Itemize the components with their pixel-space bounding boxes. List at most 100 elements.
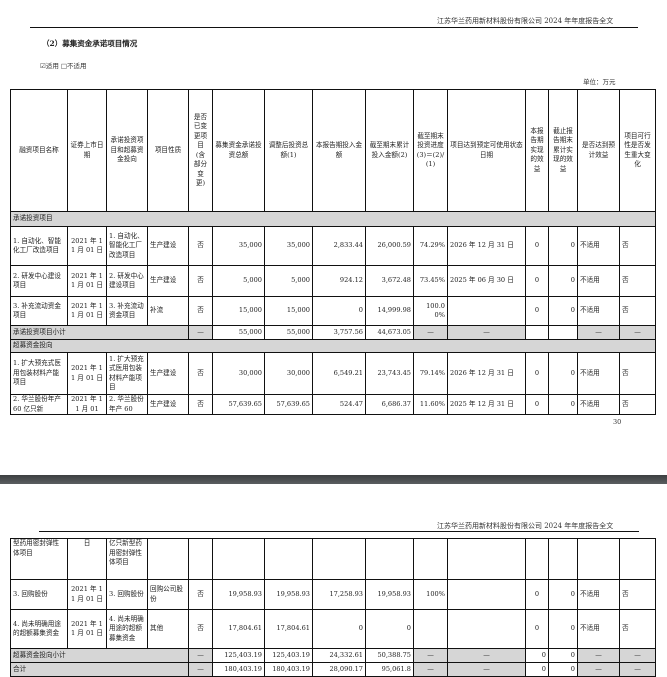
- table-cell: 2021 年 11 月 01 日: [67, 265, 107, 297]
- table-cell: [577, 538, 620, 580]
- table-cell: 2021 年 11 月 01 日: [67, 579, 107, 610]
- subtotal-row: 合计 —180,403.19 180,403.19 28,090.17 95,061.8…: [10, 662, 656, 677]
- section-row: 承诺投资项目: [10, 211, 656, 227]
- table-cell: 否: [188, 609, 213, 649]
- table-cell: 50,388.75: [365, 648, 414, 663]
- not-applicable-unchecked: □不适用: [60, 62, 87, 70]
- subtotal-row: 超募资金投向小计 —125,403.19 125,403.19 24,332.61 50…: [10, 648, 656, 663]
- table-cell: 55,000: [264, 325, 313, 340]
- table-cell: 0: [365, 609, 414, 649]
- table-cell: 1. 自动化、智能化工厂改造项目: [10, 226, 68, 266]
- table-cell: 0: [548, 296, 578, 326]
- table-cell: 23,743.45: [365, 352, 414, 395]
- table-cell: 2. 研发中心建设项目: [106, 265, 148, 297]
- table-cell: 28,090.17: [312, 662, 366, 677]
- table-cell: 6,549.21: [312, 352, 366, 395]
- table-cell: 2021 年 11 月 01: [67, 394, 107, 415]
- section-title: （2）募集资金承诺项目情况: [42, 39, 138, 48]
- table-cell: 5,000: [212, 265, 265, 297]
- column-header: 本报告期投入金额: [312, 89, 366, 212]
- table-cell: —: [188, 648, 213, 663]
- table-cell: —: [413, 325, 448, 340]
- table-cell: 补流: [147, 296, 189, 326]
- table-cell: 否: [619, 394, 656, 415]
- page-header-2: 江苏华兰药用新材料股份有限公司 2024 年年度报告全文: [437, 522, 614, 530]
- table-cell: —: [619, 662, 656, 677]
- column-header: 截至期末投资进度(3)＝(2)/(1): [413, 89, 448, 212]
- table-cell: 73.45%: [413, 265, 448, 297]
- table-cell: 2026 年 12 月 31 日: [447, 226, 526, 266]
- table-cell: 3,757.56: [312, 325, 366, 340]
- table-cell: 2021 年 11 月 01 日: [67, 609, 107, 649]
- table-cell: —: [619, 325, 656, 340]
- table-cell: [525, 538, 549, 580]
- table-cell: —: [413, 662, 448, 677]
- table-cell: 4. 尚未明确用途的超额募集资金: [106, 609, 148, 649]
- page-header: 江苏华兰药用新材料股份有限公司 2024 年年度报告全文: [437, 17, 614, 25]
- table-cell: 55,000: [212, 325, 265, 340]
- table-cell: 0: [548, 579, 578, 610]
- table-cell: 11.60%: [413, 394, 448, 415]
- table-cell: 生产建设: [147, 352, 189, 395]
- table-cell: 否: [619, 352, 656, 395]
- table-cell: 0: [525, 662, 549, 677]
- table-cell: [212, 538, 265, 580]
- table-row: 1. 自动化、智能化工厂改造项目 2021 年 11 月 01 日 1. 自动化、智…: [10, 226, 656, 266]
- table-cell: —: [447, 648, 526, 663]
- table-cell: 生产建设: [147, 226, 189, 266]
- table-cell: —: [577, 648, 620, 663]
- table-cell: 180,403.19: [264, 662, 313, 677]
- table-cell: [413, 538, 448, 580]
- table-header-row: 融资项目名称 证券上市日期 承诺投资项目和超募资金投向 项目性质 是否已变更项目(含部分…: [10, 89, 656, 212]
- table-cell: 承诺投资项目: [10, 211, 656, 227]
- table-cell: —: [619, 648, 656, 663]
- column-header: 截至期末累计投入金额(2): [365, 89, 414, 212]
- table-cell: 3. 补充流动资金项目: [10, 296, 68, 326]
- table-cell: 否: [619, 226, 656, 266]
- table-cell: 否: [619, 296, 656, 326]
- fund-projects-table-page2: 型药用密封弹性体项目日亿只新型药用密封弹性体项目 3. 回购股份 2021 年 11…: [10, 538, 656, 677]
- table-cell: [365, 538, 414, 580]
- column-header: 项目可行性是否发生重大变化: [619, 89, 656, 212]
- table-cell: 0: [525, 296, 549, 326]
- table-cell: 2. 华兰股份年产 60: [106, 394, 148, 415]
- table-cell: 生产建设: [147, 394, 189, 415]
- table-cell: 超募资金投向: [10, 339, 656, 353]
- table-cell: 2. 研发中心建设项目: [10, 265, 68, 297]
- table-cell: 否: [619, 265, 656, 297]
- table-cell: 44,673.05: [365, 325, 414, 340]
- table-cell: 0: [525, 226, 549, 266]
- table-cell: 0: [548, 394, 578, 415]
- table-cell: 1. 扩大预充式医用包装材料产能项目: [106, 352, 148, 395]
- table-cell: 合计: [10, 662, 189, 677]
- table-cell: 35,000: [264, 226, 313, 266]
- table-cell: 回购公司股份: [147, 579, 189, 610]
- column-header: 融资项目名称: [10, 89, 68, 212]
- header-rule-2: [39, 531, 639, 532]
- table-cell: 2025 年 06 月 30 日: [447, 265, 526, 297]
- applicable-checkbox: ☑适用 □不适用: [40, 60, 87, 70]
- table-cell: 否: [188, 296, 213, 326]
- page-number: 30: [613, 418, 622, 426]
- table-cell: 不适用: [577, 296, 620, 326]
- table-cell: 亿只新型药用密封弹性体项目: [106, 538, 148, 580]
- table-cell: 19,958.93: [365, 579, 414, 610]
- table-cell: —: [577, 662, 620, 677]
- subtotal-row: 承诺投资项目小计 —55,000 55,000 3,757.56 44,673.05— —…: [10, 325, 656, 340]
- table-cell: 26,000.59: [365, 226, 414, 266]
- table-cell: 0: [548, 352, 578, 395]
- table-cell: [525, 325, 549, 340]
- table-cell: 19,958.93: [264, 579, 313, 610]
- table-cell: —: [577, 325, 620, 340]
- table-cell: 14,999.98: [365, 296, 414, 326]
- table-cell: 4. 尚未明确用途的超额募集资金: [10, 609, 68, 649]
- table-cell: 生产建设: [147, 265, 189, 297]
- table-cell: 否: [188, 394, 213, 415]
- header-rule: [30, 27, 638, 28]
- column-header: 是否已变更项目(含部分变更): [188, 89, 213, 212]
- table-cell: 15,000: [212, 296, 265, 326]
- table-cell: 24,332.61: [312, 648, 366, 663]
- table-cell: —: [447, 662, 526, 677]
- table-cell: —: [188, 662, 213, 677]
- table-cell: 95,061.8: [365, 662, 414, 677]
